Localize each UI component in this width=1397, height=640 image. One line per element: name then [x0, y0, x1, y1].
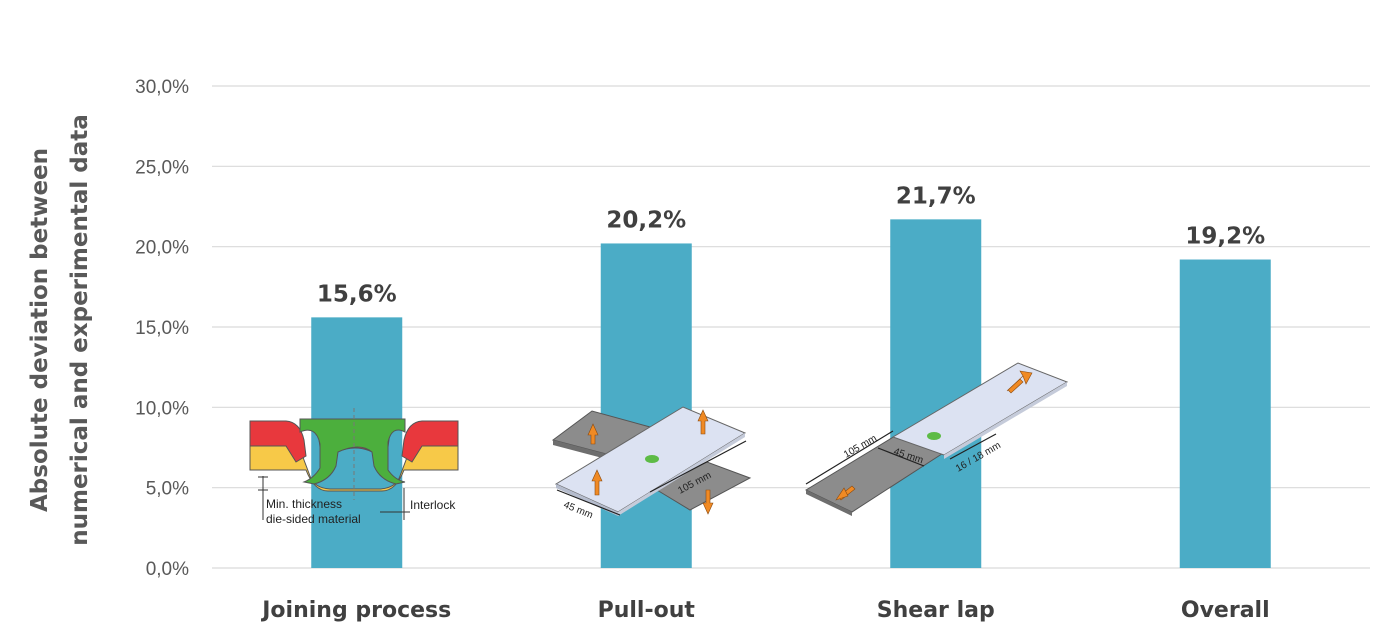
category-label: Joining process: [260, 598, 451, 623]
value-label: 15,6%: [317, 281, 397, 307]
y-axis-ticks: 0,0% 5,0% 10,0% 15,0% 20,0% 25,0% 30,0%: [135, 77, 189, 580]
gridlines: [212, 85, 1370, 569]
punch-sided-sheet: [249, 420, 307, 463]
y-tick-label: 30,0%: [135, 77, 189, 98]
y-tick-label: 10,0%: [135, 398, 189, 419]
bar: [1179, 259, 1271, 568]
y-axis-title: Absolute deviation between numerical and…: [27, 114, 93, 546]
bars: [311, 219, 1271, 568]
bar: [600, 243, 692, 568]
joining-cross-section-image: Min. thickness die-sided material Interl…: [249, 408, 459, 526]
punch-tool: [299, 418, 406, 485]
category-label: Overall: [1181, 598, 1270, 623]
shearlap-specimen-image: 105 mm 45 mm 16 / 18 mm: [804, 362, 1069, 516]
category-label: Shear lap: [877, 598, 995, 623]
y-tick-label: 15,0%: [135, 318, 189, 339]
min-thickness-label: Min. thickness: [266, 497, 342, 511]
y-tick-label: 25,0%: [135, 157, 189, 178]
y-tick-label: 5,0%: [146, 479, 189, 500]
x-axis-labels: Joining process Pull-out Shear lap Overall: [260, 598, 1269, 623]
y-tick-label: 20,0%: [135, 238, 189, 259]
value-label: 21,7%: [896, 183, 976, 209]
value-label: 20,2%: [606, 207, 686, 233]
die-sided-material-label: die-sided material: [266, 512, 361, 526]
category-label: Pull-out: [598, 598, 696, 623]
pullout-specimen-image: 45 mm 105 mm: [551, 406, 752, 521]
y-axis-title-line2: numerical and experimental data: [67, 114, 93, 546]
value-label: 19,2%: [1185, 224, 1265, 250]
value-labels: 15,6% 20,2% 21,7% 19,2%: [317, 183, 1265, 307]
interlock-label: Interlock: [410, 498, 456, 512]
y-tick-label: 0,0%: [146, 559, 189, 580]
y-axis-title-line1: Absolute deviation between: [27, 148, 53, 512]
